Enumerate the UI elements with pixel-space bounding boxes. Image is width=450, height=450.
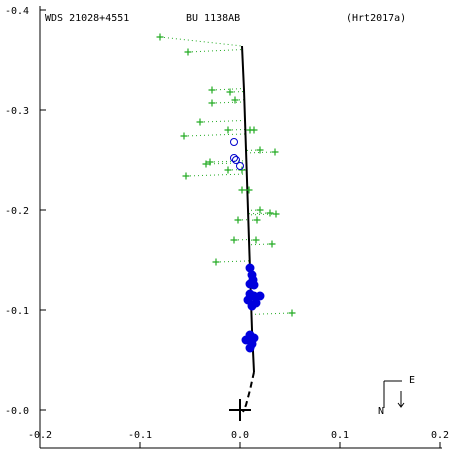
residual-link — [227, 128, 246, 131]
plus-marker — [156, 33, 164, 41]
x-tick-label: -0.2 — [28, 430, 52, 441]
compass-arrow-head — [397, 402, 405, 408]
plus-marker — [256, 146, 264, 154]
plus-marker — [224, 126, 232, 134]
compass: N E — [378, 375, 415, 417]
orbit-ref-label: (Hrt2017a) — [346, 13, 406, 24]
compass-east-label: E — [409, 375, 415, 386]
x-tick-label: 0.2 — [431, 430, 449, 441]
y-tick-label: -0.1 — [5, 306, 29, 317]
y-tick-label: -0.2 — [5, 206, 29, 217]
plus-marker — [208, 86, 216, 94]
plus-marker — [234, 216, 242, 224]
residual-links — [159, 36, 293, 315]
plus-marker — [252, 236, 260, 244]
primary-star-marker — [229, 399, 251, 421]
plus-marker — [253, 216, 261, 224]
plus-marker — [208, 99, 216, 107]
filled-circle-marker — [245, 343, 255, 353]
plus-marker — [250, 126, 258, 134]
residual-link — [205, 162, 247, 165]
plus-marker — [245, 186, 253, 194]
residual-link — [246, 151, 276, 154]
residual-link — [159, 36, 243, 47]
open-circle-marker — [232, 156, 240, 164]
y-tick-label: -0.3 — [5, 106, 29, 117]
y-axis-ticks: -0.0 -0.1 -0.2 -0.3 -0.4 — [5, 6, 46, 417]
primary-star-cross — [229, 399, 251, 421]
residual-link — [215, 260, 250, 263]
residual-link — [211, 101, 245, 104]
plus-marker — [212, 258, 220, 266]
open-circle-marker — [236, 162, 244, 170]
plus-marker — [230, 236, 238, 244]
observation-points — [156, 33, 296, 353]
plus-marker — [288, 309, 296, 317]
orbit-solid-line — [241, 45, 255, 373]
plus-marker — [224, 166, 232, 174]
open-circle-marker — [230, 138, 238, 146]
plus-marker — [206, 158, 214, 166]
x-axis-ticks: -0.2 -0.1 0.0 0.1 0.2 — [28, 430, 449, 448]
plus-marker — [256, 206, 264, 214]
residual-link — [251, 312, 293, 315]
plus-marker — [182, 172, 190, 180]
plus-marker — [196, 118, 204, 126]
x-tick-label: -0.1 — [128, 430, 152, 441]
wds-label: WDS 21028+4551 — [45, 13, 129, 24]
orbit-curve — [241, 45, 255, 413]
residual-link — [248, 213, 277, 216]
x-tick-label: 0.1 — [331, 430, 349, 441]
disc-label: BU 1138AB — [186, 13, 240, 24]
plus-marker — [180, 132, 188, 140]
plus-marker — [266, 209, 274, 217]
open-circle-marker — [230, 154, 238, 162]
plus-marker — [272, 210, 280, 218]
plus-marker — [238, 166, 246, 174]
filled-circle-marker — [247, 301, 257, 311]
plus-marker — [184, 48, 192, 56]
plus-marker — [231, 96, 239, 104]
plus-marker — [238, 186, 246, 194]
y-tick-label: -0.0 — [5, 406, 29, 417]
axes-frame — [39, 6, 442, 449]
plus-marker — [226, 88, 234, 96]
filled-circle-marker — [249, 280, 259, 290]
x-tick-label: 0.0 — [231, 430, 249, 441]
compass-north-label: N — [378, 406, 384, 417]
plus-marker — [202, 160, 210, 168]
filled-circle-marker — [255, 291, 265, 301]
y-tick-label: -0.4 — [5, 6, 29, 17]
plus-marker — [271, 148, 279, 156]
plus-marker — [268, 240, 276, 248]
